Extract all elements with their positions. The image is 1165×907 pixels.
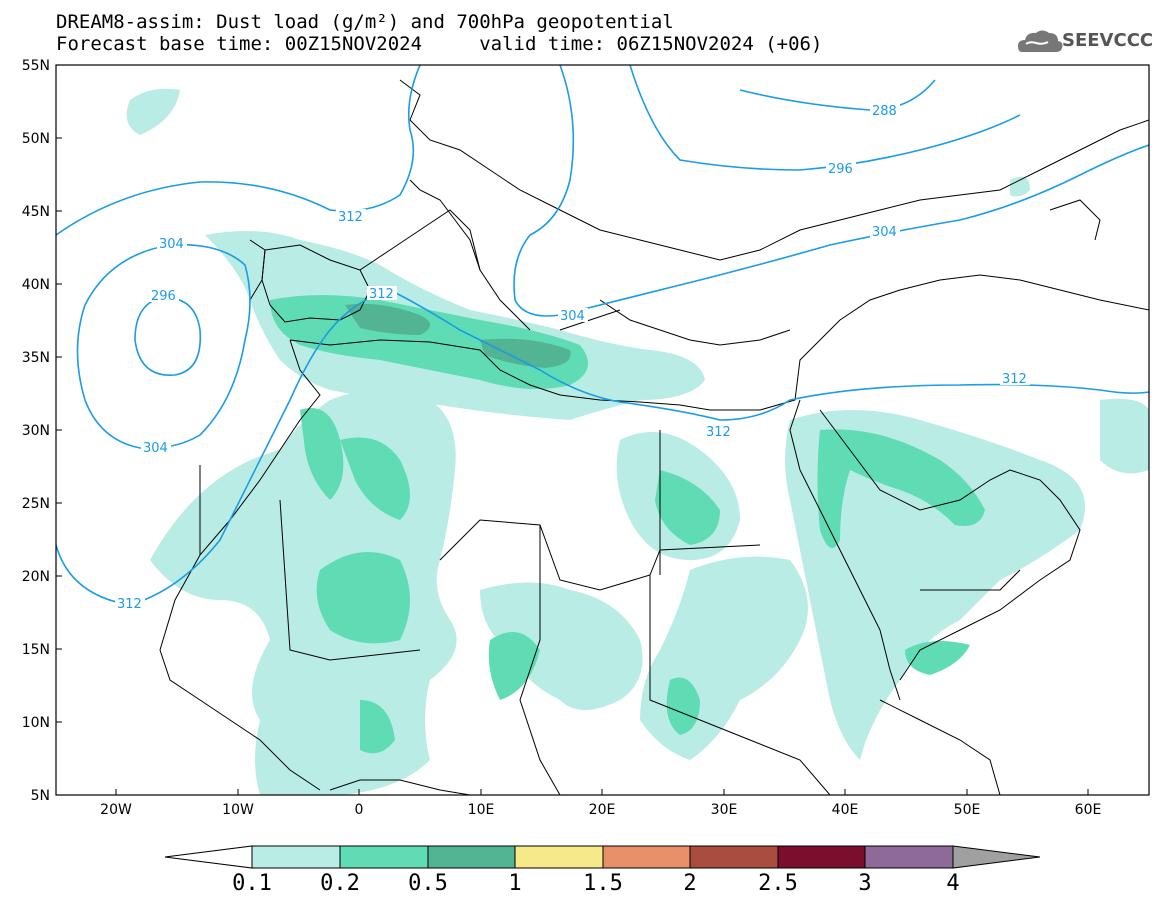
lon-label: 20W — [100, 802, 132, 818]
lon-label: 0 — [355, 802, 364, 818]
logo-text: SEEVCCC — [1062, 30, 1154, 51]
colorbar-label: 2 — [683, 871, 697, 896]
colorbar-label: 0.1 — [232, 871, 272, 896]
lon-label: 40E — [832, 802, 859, 818]
contour-label: 312 — [338, 210, 363, 225]
colorbar-segment — [864, 845, 954, 869]
lat-label: 30N — [22, 423, 50, 439]
colorbar-segment — [689, 845, 779, 869]
longitude-labels: 20W 10W 0 10E 20E 30E 40E 50E 60E — [100, 802, 1101, 818]
cloud-icon — [1018, 30, 1063, 52]
lon-label: 10E — [468, 802, 495, 818]
lon-label: 10W — [222, 802, 254, 818]
lat-label: 50N — [22, 131, 50, 147]
colorbar-label: 4 — [946, 871, 960, 896]
lon-label: 20E — [589, 802, 616, 818]
contour-label: 312 — [706, 425, 731, 440]
contour-label: 312 — [117, 597, 142, 612]
axis-ticks — [56, 64, 1089, 795]
colorbar-segment — [427, 845, 516, 869]
contour-label: 312 — [1002, 372, 1027, 387]
colorbar-label: 3 — [858, 871, 872, 896]
contour-label: 296 — [151, 289, 176, 304]
lon-label: 50E — [954, 802, 981, 818]
lat-label: 25N — [22, 496, 50, 512]
lat-label: 10N — [22, 715, 50, 731]
dust-field — [126, 88, 1149, 795]
colorbar-label: 0.5 — [408, 871, 448, 896]
lat-label: 40N — [22, 277, 50, 293]
contour-label: 304 — [560, 309, 585, 324]
colorbar-label: 0.2 — [320, 871, 360, 896]
contour-labels: 288 296 304 312 304 296 304 312 312 304 … — [115, 103, 1030, 612]
colorbar-label: 2.5 — [758, 871, 798, 896]
contour-label: 296 — [828, 162, 853, 177]
colorbar-segment — [339, 845, 429, 869]
lon-label: 30E — [711, 802, 738, 818]
lat-label: 35N — [22, 350, 50, 366]
contour-label: 304 — [159, 237, 184, 252]
contour-label: 312 — [369, 287, 394, 302]
colorbar — [164, 845, 1041, 869]
lat-label: 55N — [22, 58, 50, 74]
colorbar-segment — [602, 845, 691, 869]
lat-label: 20N — [22, 569, 50, 585]
lon-label: 60E — [1075, 802, 1102, 818]
colorbar-segment — [251, 845, 341, 869]
colorbar-segment — [777, 845, 866, 869]
forecast-times: Forecast base time: 00Z15NOV2024 valid t… — [56, 33, 823, 55]
colorbar-high-arrow — [952, 845, 1041, 869]
latitude-labels: 55N 50N 45N 40N 35N 30N 25N 20N 15N 10N … — [22, 58, 50, 804]
lat-label: 15N — [22, 642, 50, 658]
contour-label: 304 — [143, 441, 168, 456]
colorbar-label: 1 — [508, 871, 522, 896]
map-title: DREAM8-assim: Dust load (g/m²) and 700hP… — [56, 11, 674, 33]
lat-label: 5N — [31, 788, 50, 804]
lat-label: 45N — [22, 204, 50, 220]
colorbar-segment — [514, 845, 604, 869]
contour-label: 304 — [872, 225, 897, 240]
geopotential-contours — [56, 65, 1149, 606]
colorbar-label: 1.5 — [583, 871, 623, 896]
contour-label: 288 — [872, 104, 897, 119]
coastlines — [159, 79, 1149, 795]
colorbar-low-arrow — [164, 845, 253, 869]
